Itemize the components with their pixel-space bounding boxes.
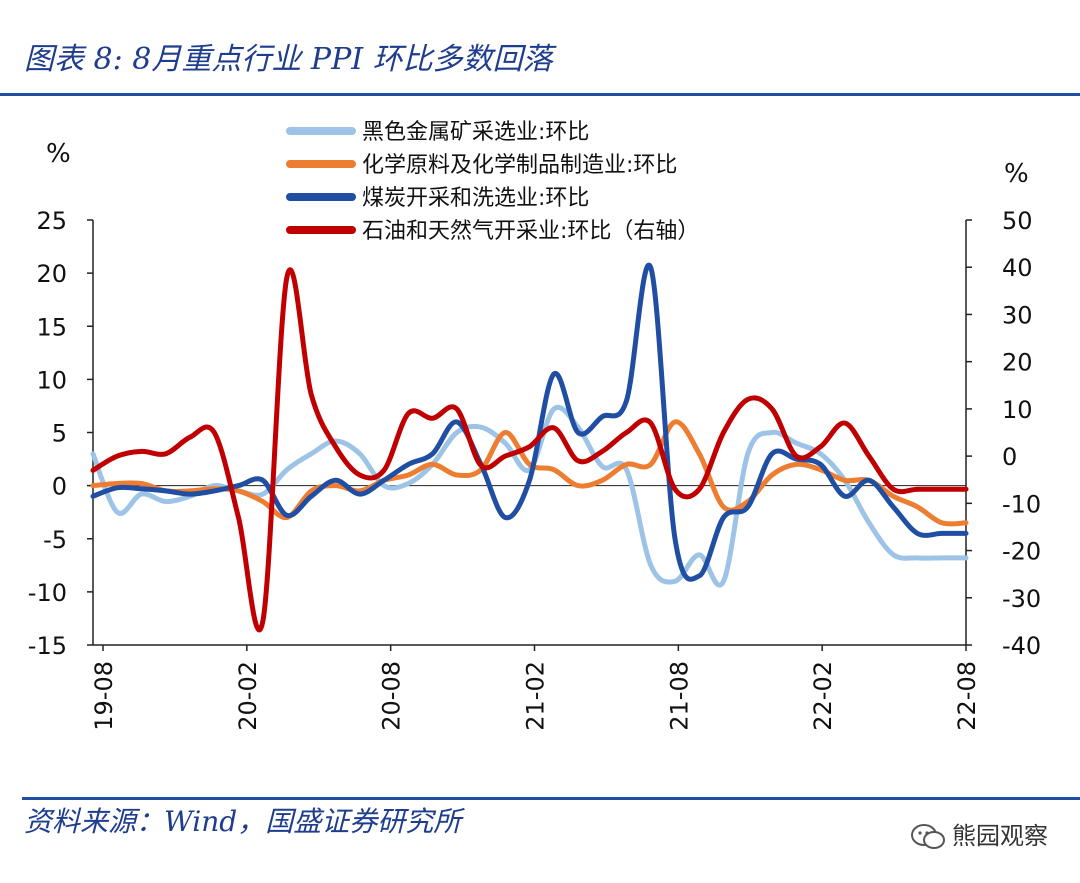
left-axis-unit: % <box>46 139 71 169</box>
chart-legend: 黑色金属矿采选业:环比化学原料及化学制品制造业:环比煤炭开采和洗选业:环比石油和… <box>286 120 699 244</box>
left-tick-label: 25 <box>36 207 67 235</box>
right-tick-label: 50 <box>1002 207 1033 235</box>
chart-lines <box>90 262 969 633</box>
series-line-oil-gas <box>90 267 969 633</box>
left-tick-label: -15 <box>28 632 67 660</box>
right-tick-label: 10 <box>1002 396 1033 424</box>
right-tick-label: 0 <box>1002 443 1017 471</box>
left-tick-label: 5 <box>52 420 67 448</box>
series-line-coal <box>90 262 969 582</box>
series-line-ferrous-mining <box>90 404 969 588</box>
left-tick-label: -5 <box>43 526 67 554</box>
chart-title: 图表 8: 8月重点行业 PPI 环比多数回落 <box>24 42 553 77</box>
legend-label: 石油和天然气开采业:环比（右轴） <box>362 219 699 244</box>
left-tick-label: 15 <box>36 313 67 341</box>
watermark: 熊园观察 <box>910 816 1048 852</box>
chart-axes: 2520151050-5-10-1550403020100-10-20-30-4… <box>28 139 1041 731</box>
x-tick-label: 19-08 <box>90 661 118 731</box>
legend-label: 化学原料及化学制品制造业:环比 <box>362 153 677 178</box>
x-tick-label: 20-08 <box>378 661 406 731</box>
watermark-text: 熊园观察 <box>952 822 1048 850</box>
line-chart: 2520151050-5-10-1550403020100-10-20-30-4… <box>28 120 1041 731</box>
right-axis-unit: % <box>1004 159 1029 189</box>
left-tick-label: 0 <box>52 473 67 501</box>
legend-label: 煤炭开采和洗选业:环比 <box>362 186 589 211</box>
x-tick-label: 20-02 <box>234 661 262 731</box>
left-tick-label: 20 <box>36 260 67 288</box>
right-tick-label: -20 <box>1002 538 1041 566</box>
right-tick-label: -10 <box>1002 490 1041 518</box>
left-tick-label: 10 <box>36 366 67 394</box>
right-tick-label: -30 <box>1002 585 1041 613</box>
source-note: 资料来源：Wind，国盛证券研究所 <box>24 805 462 838</box>
x-tick-label: 21-08 <box>665 661 693 731</box>
right-tick-label: 30 <box>1002 301 1033 329</box>
wechat-icon <box>911 824 945 849</box>
x-tick-label: 21-02 <box>522 661 550 731</box>
right-tick-label: 40 <box>1002 254 1033 282</box>
left-tick-label: -10 <box>28 579 67 607</box>
right-tick-label: 20 <box>1002 349 1033 377</box>
legend-label: 黑色金属矿采选业:环比 <box>362 120 589 145</box>
right-tick-label: -40 <box>1002 632 1041 660</box>
top-rule <box>0 93 1080 96</box>
x-tick-label: 22-08 <box>953 661 981 731</box>
x-tick-label: 22-02 <box>809 661 837 731</box>
series-line-chemicals <box>90 419 969 527</box>
bottom-rule <box>22 797 1080 800</box>
